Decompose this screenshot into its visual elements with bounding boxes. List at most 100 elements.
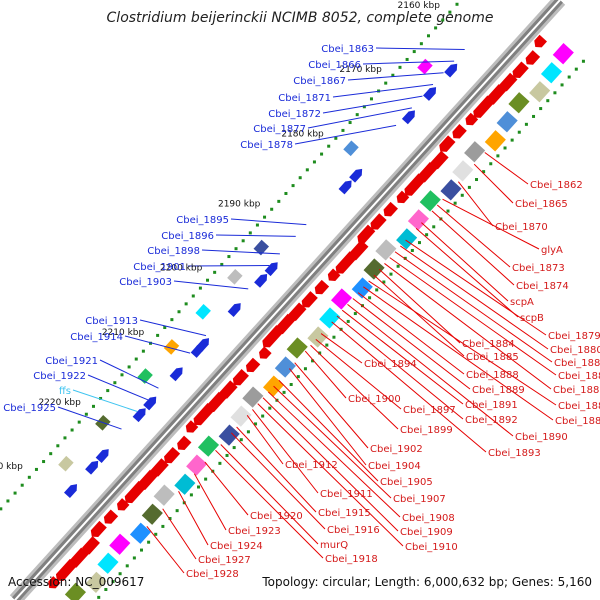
feature-stripe-block bbox=[227, 269, 243, 285]
reverse-gene bbox=[288, 302, 307, 321]
feature-stripe-block bbox=[440, 179, 462, 201]
reverse-gene-label: Cbei_1911 bbox=[320, 489, 373, 500]
feature-stripe bbox=[484, 130, 506, 152]
reverse-gene-label: Cbei_1916 bbox=[327, 525, 380, 536]
reverse-label-leader bbox=[352, 298, 471, 390]
forward-gene-arrow bbox=[64, 484, 78, 498]
reverse-label-leaders bbox=[146, 152, 557, 574]
tick-dot bbox=[567, 75, 571, 79]
tick-dot bbox=[191, 294, 195, 298]
reverse-gene-arrow bbox=[370, 213, 387, 230]
feature-stripe-block bbox=[529, 81, 551, 103]
tick-dot bbox=[84, 412, 88, 416]
reverse-label-leader bbox=[267, 391, 401, 518]
reverse-label-leader bbox=[363, 286, 554, 421]
reverse-gene-arrow bbox=[301, 291, 318, 308]
reverse-gene bbox=[103, 509, 119, 524]
feature-stripe bbox=[129, 522, 152, 544]
reverse-label-leader bbox=[389, 257, 557, 376]
reverse-gene bbox=[90, 520, 107, 538]
kbp-label: 2230 kbp bbox=[0, 462, 23, 472]
tick-dot bbox=[204, 477, 208, 481]
tick-dot bbox=[206, 278, 210, 282]
tick-dot bbox=[113, 381, 117, 385]
feature-stripe-block bbox=[85, 571, 107, 593]
reverse-gene-label: Cbei_1873 bbox=[512, 263, 565, 274]
tick-dot bbox=[453, 201, 457, 205]
tick-dot bbox=[246, 430, 250, 434]
kbp-label: 2190 kbp bbox=[218, 199, 261, 209]
feature-stripe-block bbox=[129, 522, 152, 544]
tick-dot bbox=[574, 67, 578, 71]
reverse-gene bbox=[534, 34, 547, 48]
forward-gene bbox=[338, 180, 352, 195]
feature-stripe bbox=[97, 552, 119, 574]
reverse-gene-label: Cbei_1865 bbox=[515, 199, 568, 210]
reverse-gene-label: Cbei_1905 bbox=[380, 477, 433, 488]
reverse-label-leader bbox=[262, 397, 399, 532]
reverse-gene-label: Cbei_1894 bbox=[364, 359, 417, 370]
kbp-label: 2220 kbp bbox=[38, 398, 81, 408]
feature-stripe bbox=[153, 484, 175, 506]
forward-gene bbox=[444, 63, 458, 78]
feature-stripe bbox=[363, 258, 385, 280]
feature-stripe-block bbox=[253, 239, 270, 256]
tick-dot bbox=[63, 436, 67, 440]
forward-gene-arrow bbox=[349, 168, 363, 183]
forward-gene-arrow bbox=[338, 180, 352, 195]
reverse-label-leader bbox=[373, 274, 465, 357]
tick-dot bbox=[434, 26, 438, 30]
reverse-gene bbox=[262, 325, 284, 348]
tick-dot bbox=[419, 42, 423, 46]
reverse-gene bbox=[301, 291, 318, 308]
reverse-gene bbox=[512, 61, 529, 78]
tick-dot bbox=[148, 341, 152, 345]
tick-dot bbox=[289, 383, 293, 387]
reverse-gene bbox=[55, 558, 78, 581]
tick-dot bbox=[353, 312, 357, 316]
feature-stripe bbox=[496, 111, 518, 133]
tick-dot bbox=[42, 460, 46, 464]
reverse-label-leader bbox=[357, 292, 465, 375]
forward-gene bbox=[132, 408, 146, 423]
forward-label-leader bbox=[307, 107, 412, 129]
feature-stripe bbox=[227, 269, 243, 285]
reverse-gene-label: Cbei_1884 bbox=[462, 339, 515, 350]
tick-dot bbox=[396, 264, 400, 268]
forward-gene bbox=[349, 168, 363, 183]
reverse-gene-arrow bbox=[396, 190, 410, 204]
reverse-gene-label: Cbei_1902 bbox=[370, 444, 423, 455]
tick-dot bbox=[405, 57, 409, 61]
reverse-gene-label: Cbei_1918 bbox=[325, 554, 378, 565]
reverse-gene-label: Cbei_1862 bbox=[530, 180, 583, 191]
reverse-gene bbox=[185, 420, 199, 433]
forward-label-leader bbox=[72, 389, 138, 412]
feature-stripe-block bbox=[274, 356, 296, 378]
genome-backbone bbox=[9, 0, 566, 600]
tick-dot bbox=[263, 215, 267, 219]
tick-dot bbox=[70, 428, 74, 432]
reverse-gene-arrow bbox=[430, 150, 449, 170]
forward-gene-label: Cbei_1914 bbox=[70, 332, 123, 343]
tick-dot bbox=[154, 532, 158, 536]
tick-dot bbox=[127, 365, 131, 369]
reverse-gene bbox=[193, 403, 215, 426]
reverse-label-leader bbox=[278, 379, 379, 482]
feature-stripe bbox=[540, 62, 563, 84]
tick-dot bbox=[147, 540, 151, 544]
tick-dot bbox=[334, 136, 338, 140]
reverse-gene-arrow bbox=[335, 251, 358, 274]
feature-stripe bbox=[508, 92, 530, 114]
feature-stripe bbox=[141, 503, 163, 525]
tick-dot bbox=[332, 335, 336, 339]
forward-gene-label: Cbei_1867 bbox=[293, 76, 346, 87]
tick-dot bbox=[348, 121, 352, 125]
reverse-gene-arrow bbox=[177, 435, 192, 450]
reverse-gene-arrow bbox=[232, 369, 249, 386]
feature-stripe bbox=[253, 239, 270, 256]
reverse-gene-label: Cbei_1910 bbox=[405, 542, 458, 553]
reverse-gene-label: Cbei_1881 bbox=[554, 358, 600, 369]
reverse-label-leader bbox=[204, 461, 249, 516]
tick-dot bbox=[303, 367, 307, 371]
backbone-highlight bbox=[14, 0, 561, 600]
